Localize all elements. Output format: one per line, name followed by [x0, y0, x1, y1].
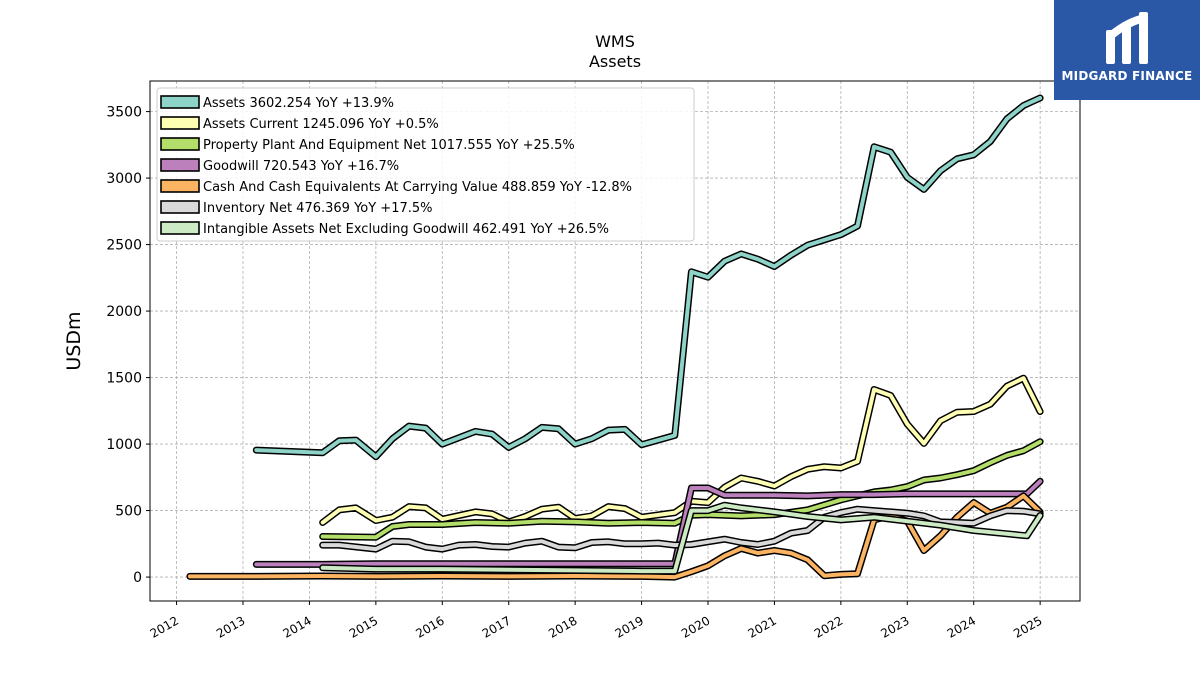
- brand-logo: MIDGARD FINANCE: [1054, 0, 1200, 100]
- series-5: [319, 505, 1044, 553]
- x-tick-label: 2016: [413, 613, 446, 640]
- series-line: [187, 493, 1043, 580]
- x-tick-label: 2017: [480, 613, 513, 640]
- legend-swatch: [160, 158, 200, 172]
- legend-swatch: [160, 179, 200, 193]
- x-tick-label: 2023: [878, 613, 911, 640]
- x-tick-label: 2024: [945, 613, 978, 640]
- legend-entry: Property Plant And Equipment Net 1017.55…: [203, 138, 575, 153]
- series-0: [252, 94, 1044, 461]
- series-layer: [186, 94, 1044, 581]
- series-6: [319, 501, 1044, 575]
- series-2: [319, 438, 1044, 541]
- series-line: [320, 439, 1043, 540]
- y-tick-label: 500: [115, 504, 142, 520]
- series-line: [254, 479, 1043, 567]
- y-tick-label: 3500: [106, 105, 142, 121]
- legend-swatch: [160, 116, 200, 130]
- x-tick-label: 2020: [679, 613, 712, 640]
- series-1: [319, 374, 1044, 526]
- legend-swatch: [160, 137, 200, 151]
- legend-swatch: [160, 221, 200, 235]
- y-tick-label: 2000: [106, 304, 142, 320]
- x-tick-label: 2013: [214, 613, 247, 640]
- plot-frame: [149, 80, 1081, 602]
- logo-brand-text: MIDGARD FINANCE: [1061, 69, 1193, 83]
- y-tick-label: 0: [133, 570, 142, 586]
- legend-swatch: [160, 200, 200, 214]
- chart-subtitle: Assets: [589, 52, 641, 71]
- series-line: [254, 96, 1043, 459]
- legend-entry: Goodwill 720.543 YoY +16.7%: [203, 159, 399, 174]
- logo-mark-icon: [1106, 12, 1148, 64]
- x-tick-label: 2015: [347, 613, 380, 640]
- y-tick-label: 1500: [106, 371, 142, 387]
- x-tick-label: 2021: [745, 613, 778, 640]
- series-line: [320, 503, 1043, 574]
- series-4: [186, 492, 1044, 581]
- legend: Assets 3602.254 YoY +13.9% Assets Current…: [156, 87, 695, 242]
- legend-entry: Assets Current 1245.096 YoY +0.5%: [203, 117, 439, 132]
- y-tick-label: 1000: [106, 437, 142, 453]
- x-tick-label: 2019: [613, 613, 646, 640]
- x-tick-label: 2014: [280, 613, 313, 640]
- series-line: [320, 507, 1043, 552]
- series-line: [320, 376, 1043, 525]
- legend-box: [156, 87, 695, 242]
- y-tick-label: 3000: [106, 171, 142, 187]
- y-tick-label: 2500: [106, 238, 142, 254]
- legend-entry: Assets 3602.254 YoY +13.9%: [203, 96, 394, 111]
- legend-entry: Intangible Assets Net Excluding Goodwill…: [203, 222, 609, 237]
- legend-entry: Inventory Net 476.369 YoY +17.5%: [203, 201, 433, 216]
- x-tick-label: 2025: [1011, 613, 1044, 640]
- legend-entry: Cash And Cash Equivalents At Carrying Va…: [203, 180, 632, 195]
- legend-swatch: [160, 95, 200, 109]
- series-3: [252, 477, 1044, 568]
- x-tick-label: 2022: [812, 613, 845, 640]
- y-axis-label: USDm: [63, 311, 85, 370]
- chart-title: WMS: [595, 32, 635, 51]
- x-tick-label: 2018: [546, 613, 579, 640]
- x-tick-label: 2012: [148, 613, 181, 640]
